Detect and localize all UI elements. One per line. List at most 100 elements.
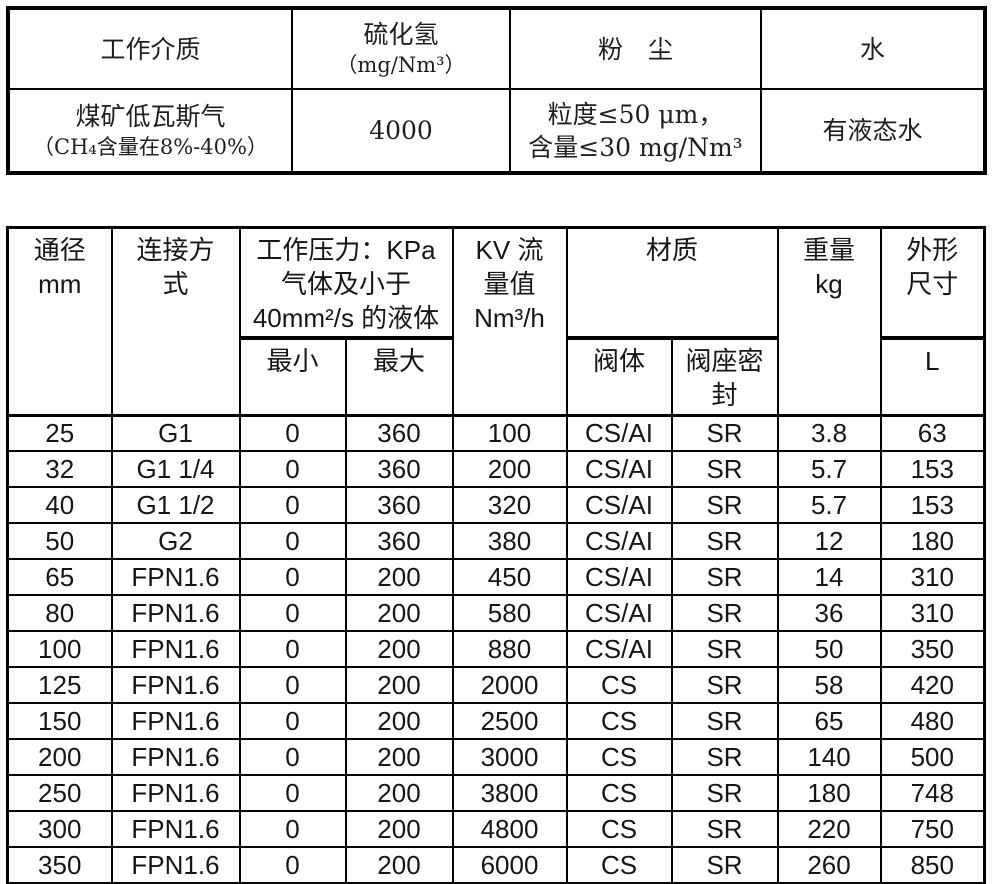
table-cell: 0 xyxy=(238,738,347,777)
media-conditions-table: 工作介质 硫化氢 （mg/Nm³） 粉 尘 水 煤矿低瓦斯气 （CH₄含量在8%… xyxy=(6,6,987,175)
media-header-row: 工作介质 硫化氢 （mg/Nm³） 粉 尘 水 xyxy=(7,7,986,90)
table-cell: 360 xyxy=(344,522,454,561)
table-cell: 300 xyxy=(6,810,113,849)
table-cell: 360 xyxy=(344,486,454,525)
table-cell: CS/AI xyxy=(565,450,673,489)
table-cell: 3000 xyxy=(451,738,568,777)
table-row: 250 FPN1.6 0 200 3800 CS SR 180 748 xyxy=(6,774,986,813)
table-row: 25 G1 0 360 100 CS/AI SR 3.8 63 xyxy=(6,414,986,453)
table-cell: SR xyxy=(670,702,779,741)
table-cell: CS xyxy=(565,774,673,813)
table-cell: CS xyxy=(565,846,673,884)
table-cell: SR xyxy=(670,594,779,633)
valve-spec-table: 通径 mm 连接方 式 工作压力：KPa 气体及小于 40mm²/s 的液体 K… xyxy=(6,226,987,884)
table-cell: 350 xyxy=(6,846,113,884)
table-cell: 65 xyxy=(6,558,113,597)
table-cell: 0 xyxy=(238,522,347,561)
table-cell: 380 xyxy=(451,522,568,561)
table-cell: 63 xyxy=(879,414,986,453)
table-cell: 0 xyxy=(238,558,347,597)
table-row: 32 G1 1/4 0 360 200 CS/AI SR 5.7 153 xyxy=(6,450,986,489)
table-cell: 3800 xyxy=(451,774,568,813)
table-cell: 580 xyxy=(451,594,568,633)
table-cell: 150 xyxy=(6,702,113,741)
table-cell: 153 xyxy=(879,486,986,525)
table-cell: CS xyxy=(565,810,673,849)
spec-header-dimension-group: 外形 尺寸 xyxy=(879,226,986,341)
spec-subheader-valve-body: 阀体 xyxy=(565,337,673,417)
table-cell: 200 xyxy=(344,702,454,741)
table-cell: 25 xyxy=(6,414,113,453)
media-header-h2s: 硫化氢 （mg/Nm³） xyxy=(291,7,511,90)
spec-header-material-group: 材质 xyxy=(565,226,779,341)
table-cell: 0 xyxy=(238,666,347,705)
table-cell: 750 xyxy=(879,810,986,849)
table-cell: SR xyxy=(670,810,779,849)
table-cell: 100 xyxy=(6,630,113,669)
table-cell: SR xyxy=(670,666,779,705)
media-header-dust: 粉 尘 xyxy=(509,7,762,90)
table-row: 80 FPN1.6 0 200 580 CS/AI SR 36 310 xyxy=(6,594,986,633)
table-cell: 6000 xyxy=(451,846,568,884)
table-cell: 40 xyxy=(6,486,113,525)
table-cell: CS/AI xyxy=(565,486,673,525)
table-cell: G1 1/4 xyxy=(110,450,241,489)
table-cell: 2000 xyxy=(451,666,568,705)
table-cell: 100 xyxy=(451,414,568,453)
table-cell: 200 xyxy=(344,774,454,813)
table-cell: 250 xyxy=(6,774,113,813)
table-cell: 480 xyxy=(879,702,986,741)
media-cell-medium-detail: （CH₄含量在8%-40%） xyxy=(33,134,268,159)
table-cell: 50 xyxy=(6,522,113,561)
table-cell: 850 xyxy=(879,846,986,884)
table-cell: FPN1.6 xyxy=(110,666,241,705)
table-cell: 0 xyxy=(238,810,347,849)
spec-subheader-length: L xyxy=(879,337,986,417)
table-cell: 200 xyxy=(344,594,454,633)
table-row: 300 FPN1.6 0 200 4800 CS SR 220 750 xyxy=(6,810,986,849)
table-cell: 65 xyxy=(776,702,882,741)
table-cell: 360 xyxy=(344,450,454,489)
table-cell: 5.7 xyxy=(776,450,882,489)
table-cell: 4800 xyxy=(451,810,568,849)
table-cell: 360 xyxy=(344,414,454,453)
table-row: 125 FPN1.6 0 200 2000 CS SR 58 420 xyxy=(6,666,986,705)
table-cell: 0 xyxy=(238,846,347,884)
table-cell: 200 xyxy=(344,738,454,777)
spec-subheader-seat-seal: 阀座密 封 xyxy=(670,337,779,417)
media-cell-medium: 煤矿低瓦斯气 （CH₄含量在8%-40%） xyxy=(7,88,293,174)
spec-subheader-max: 最大 xyxy=(344,337,454,417)
table-cell: 140 xyxy=(776,738,882,777)
table-cell: FPN1.6 xyxy=(110,774,241,813)
table-cell: FPN1.6 xyxy=(110,810,241,849)
table-cell: 12 xyxy=(776,522,882,561)
table-cell: CS/AI xyxy=(565,522,673,561)
table-cell: G1 xyxy=(110,414,241,453)
table-cell: 58 xyxy=(776,666,882,705)
table-cell: SR xyxy=(670,630,779,669)
spec-header-diameter: 通径 mm xyxy=(6,226,113,417)
table-cell: 180 xyxy=(776,774,882,813)
table-row: 350 FPN1.6 0 200 6000 CS SR 260 850 xyxy=(6,846,986,884)
media-header-medium: 工作介质 xyxy=(7,7,293,90)
table-cell: 200 xyxy=(451,450,568,489)
table-cell: G2 xyxy=(110,522,241,561)
table-cell: CS xyxy=(565,738,673,777)
spec-header-pressure-group: 工作压力：KPa 气体及小于 40mm²/s 的液体 xyxy=(238,226,454,341)
spec-header-connection: 连接方 式 xyxy=(110,226,241,417)
table-cell: 32 xyxy=(6,450,113,489)
media-cell-dust: 粒度≤50 μm， 含量≤30 mg/Nm³ xyxy=(509,88,762,174)
table-cell: 310 xyxy=(879,558,986,597)
table-cell: CS xyxy=(565,702,673,741)
table-cell: 0 xyxy=(238,702,347,741)
media-cell-dust-content: 含量≤30 mg/Nm³ xyxy=(528,132,743,162)
table-cell: 200 xyxy=(344,810,454,849)
spec-header-row-2: 最小 最大 阀体 阀座密 封 L xyxy=(8,337,986,417)
table-cell: 2500 xyxy=(451,702,568,741)
table-cell: SR xyxy=(670,522,779,561)
table-cell: 153 xyxy=(879,450,986,489)
table-cell: 0 xyxy=(238,414,347,453)
table-cell: 0 xyxy=(238,486,347,525)
table-row: 150 FPN1.6 0 200 2500 CS SR 65 480 xyxy=(6,702,986,741)
